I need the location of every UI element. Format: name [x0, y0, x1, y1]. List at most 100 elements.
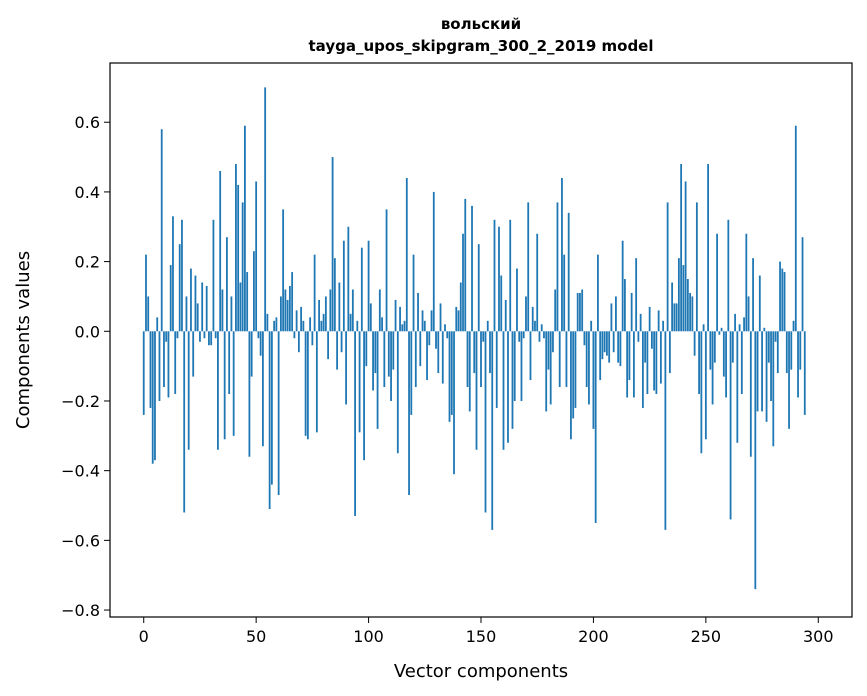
bar	[270, 331, 273, 485]
bar	[385, 209, 388, 332]
bar	[653, 331, 656, 391]
bar	[774, 331, 777, 342]
bar	[513, 331, 516, 401]
y-tick-label: −0.8	[61, 601, 100, 620]
bar	[727, 219, 730, 332]
bar	[691, 296, 694, 332]
bar	[794, 125, 797, 332]
bar	[284, 289, 287, 332]
y-tick-label: −0.2	[61, 392, 100, 411]
bar	[324, 296, 327, 332]
bar	[363, 331, 365, 461]
chart-title: вольский	[441, 15, 521, 33]
bar	[232, 331, 235, 436]
bar	[187, 331, 190, 450]
bar	[549, 331, 552, 405]
bar	[374, 331, 377, 374]
bar	[473, 331, 476, 374]
bar	[172, 216, 174, 332]
bar	[205, 285, 208, 332]
bar	[423, 320, 426, 332]
bar	[192, 331, 195, 377]
bar	[761, 331, 763, 412]
bar	[597, 254, 599, 332]
bar	[203, 331, 206, 339]
bar	[486, 320, 489, 332]
bar	[518, 331, 521, 342]
bar	[315, 331, 318, 433]
bar	[455, 306, 458, 332]
bar	[345, 331, 347, 405]
bar	[435, 331, 437, 349]
bar	[797, 331, 799, 398]
bar	[579, 292, 581, 332]
bar	[527, 202, 530, 332]
bar	[682, 265, 685, 332]
bar	[619, 331, 622, 367]
bar	[405, 177, 408, 332]
bar	[453, 331, 455, 475]
bar	[693, 331, 696, 356]
bar	[354, 331, 356, 516]
bar	[338, 282, 341, 332]
bar	[504, 299, 507, 332]
bar	[264, 87, 267, 332]
bar	[390, 331, 392, 401]
bar	[779, 261, 781, 332]
bar	[360, 247, 363, 332]
x-tick-label: 150	[466, 627, 497, 646]
bar	[291, 272, 294, 332]
x-tick-label: 0	[139, 627, 149, 646]
bar	[500, 275, 503, 332]
bar	[320, 320, 323, 332]
bar	[333, 258, 336, 332]
bar	[165, 331, 168, 342]
bar	[588, 331, 590, 405]
bar	[599, 331, 602, 381]
bar	[446, 331, 449, 339]
bar	[776, 331, 779, 374]
y-tick-label: −0.4	[61, 462, 100, 481]
bar	[612, 331, 615, 353]
bar	[507, 331, 509, 443]
bar	[336, 331, 338, 370]
bar	[594, 331, 597, 523]
bar	[340, 331, 343, 353]
bar	[163, 331, 165, 388]
bar	[311, 331, 314, 346]
bar	[327, 331, 329, 360]
bar	[309, 317, 312, 332]
bar	[376, 331, 379, 429]
bar	[244, 125, 246, 332]
bar	[190, 268, 192, 332]
bar	[756, 331, 759, 412]
bar	[752, 258, 754, 332]
bar	[441, 331, 444, 384]
bar	[716, 233, 718, 332]
bar	[212, 219, 215, 332]
bar	[387, 331, 390, 377]
bar	[199, 331, 201, 342]
bar	[666, 202, 669, 332]
bar	[677, 258, 680, 332]
bar	[403, 320, 406, 332]
bar	[736, 331, 739, 443]
bar	[235, 164, 237, 332]
bar	[226, 237, 228, 332]
bar	[498, 226, 500, 332]
bar	[745, 233, 748, 332]
bar	[417, 292, 419, 332]
bar	[151, 331, 154, 464]
bar	[749, 331, 752, 457]
bar	[369, 303, 372, 332]
bar	[468, 331, 471, 412]
bar	[430, 310, 433, 332]
bar	[583, 331, 586, 346]
bar	[439, 303, 442, 332]
bar	[378, 289, 381, 332]
bar	[300, 306, 303, 332]
bar	[266, 313, 269, 332]
y-axis: −0.8 −0.6 −0.4 −0.2 0.0 0.2 0.4 0.6	[61, 113, 110, 620]
bar	[428, 331, 431, 346]
bar	[520, 331, 523, 401]
